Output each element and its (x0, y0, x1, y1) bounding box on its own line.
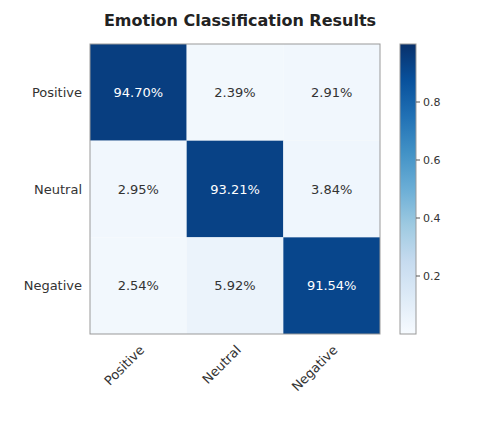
colorbar-tick (416, 218, 420, 219)
cell-label: 2.91% (311, 85, 352, 100)
heatmap-cell (283, 237, 380, 334)
heatmap-cell (187, 141, 284, 238)
colorbar-tick-label: 0.8 (423, 96, 441, 109)
heatmap-cell (283, 44, 380, 141)
cell-labels: 94.70% 2.39% 2.91% 2.95% 93.21% 3.84% 2.54% 5.9… (114, 85, 357, 293)
cell-label: 2.39% (214, 85, 255, 100)
colorbar-tick-label: 0.4 (423, 212, 441, 225)
cell-label: 93.21% (210, 182, 260, 197)
y-tick-label: Negative (24, 278, 82, 293)
cell-label: 91.54% (307, 278, 357, 293)
heatmap-cell (187, 44, 284, 141)
x-tick-label: Positive (101, 342, 147, 388)
x-axis: Positive Neutral Negative (101, 342, 340, 394)
colorbar-tick-label: 0.6 (423, 154, 441, 167)
cell-label: 5.92% (214, 278, 255, 293)
y-tick-label: Positive (32, 85, 82, 100)
chart-container: Emotion Classification Results 94.70% 2.39… (0, 0, 500, 438)
y-axis: Positive Neutral Negative (24, 85, 82, 293)
colorbar: 0.2 0.4 0.6 0.8 (400, 44, 441, 334)
colorbar-scale (400, 44, 416, 334)
plot-frame (90, 44, 380, 334)
cell-label: 2.95% (118, 182, 159, 197)
colorbar-tick-label: 0.2 (423, 270, 441, 283)
cell-label: 2.54% (118, 278, 159, 293)
heatmap-cell (90, 141, 187, 238)
colorbar-tick (416, 276, 420, 277)
colorbar-tick (416, 102, 420, 103)
chart-title: Emotion Classification Results (104, 11, 376, 30)
heatmap-cell (283, 141, 380, 238)
x-tick-label: Negative (289, 342, 341, 394)
heatmap-cell (90, 237, 187, 334)
cell-label: 94.70% (114, 85, 164, 100)
colorbar-tick (416, 160, 420, 161)
heatmap-cell (90, 44, 187, 141)
y-tick-label: Neutral (34, 182, 82, 197)
heatmap-chart: Emotion Classification Results 94.70% 2.39… (0, 0, 500, 438)
heatmap-cell (187, 237, 284, 334)
x-tick-label: Neutral (199, 342, 244, 387)
cell-label: 3.84% (311, 182, 352, 197)
cells (90, 44, 380, 334)
